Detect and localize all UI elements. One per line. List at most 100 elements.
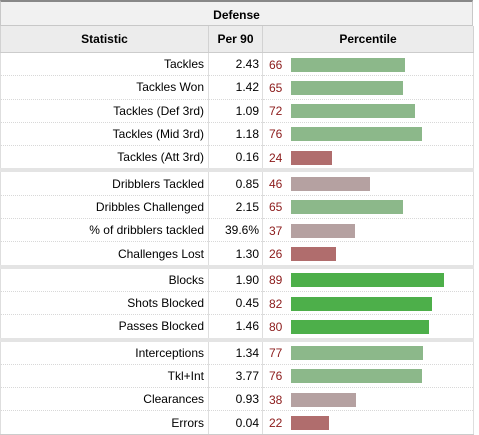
table-row: Dribbles Challenged 2.15 65 [0,195,474,220]
percentile-value: 80 [269,319,283,334]
per90-value: 1.30 [208,241,263,268]
per90-value: 2.15 [208,195,263,220]
header-per90[interactable]: Per 90 [208,26,263,53]
table-row: Tackles Won 1.42 65 [0,75,474,100]
stat-name: % of dribblers tackled [0,218,209,243]
percentile-value: 24 [269,150,283,165]
percentile-bar [291,200,403,215]
per90-value: 0.85 [208,168,263,196]
stat-name: Dribbles Challenged [0,195,209,220]
per90-value: 1.90 [208,264,263,292]
percentile-value: 65 [269,80,283,95]
percentile-value: 82 [269,296,283,311]
table-row: Tkl+Int 3.77 76 [0,364,474,389]
percentile-value: 76 [269,369,283,384]
percentile-value: 77 [269,346,283,361]
percentile-cell: 77 [262,337,474,365]
per90-value: 1.42 [208,75,263,100]
stat-name: Challenges Lost [0,241,209,268]
percentile-bar [291,223,355,238]
per90-value: 0.16 [208,145,263,171]
percentile-cell: 24 [262,145,474,171]
per90-value: 0.04 [208,410,263,435]
percentile-value: 38 [269,392,283,407]
percentile-cell: 38 [262,387,474,412]
percentile-value: 46 [269,177,283,192]
percentile-cell: 89 [262,264,474,292]
percentile-bar [291,80,403,95]
percentile-bar [291,127,422,142]
defense-stats-table: Statistic Per 90 Percentile Tackles 2.43 6… [0,26,474,435]
stat-name: Interceptions [0,337,209,365]
per90-value: 1.18 [208,122,263,147]
stat-name: Tackles (Att 3rd) [0,145,209,171]
percentile-bar [291,273,444,288]
percentile-cell: 37 [262,218,474,243]
percentile-cell: 65 [262,75,474,100]
percentile-bar [291,319,429,334]
stat-name: Tackles (Mid 3rd) [0,122,209,147]
header-percentile[interactable]: Percentile [262,26,474,53]
table-row: Passes Blocked 1.46 80 [0,314,474,341]
percentile-value: 22 [269,416,283,431]
percentile-value: 26 [269,246,283,261]
percentile-bar [291,369,422,384]
percentile-cell: 76 [262,122,474,147]
percentile-bar [291,246,336,261]
table-row: Tackles (Def 3rd) 1.09 72 [0,99,474,123]
stat-name: Tackles [0,52,209,77]
table-row: Dribblers Tackled 0.85 46 [0,168,474,196]
per90-value: 3.77 [208,364,263,389]
per90-value: 0.45 [208,291,263,316]
percentile-bar [291,150,332,165]
percentile-value: 66 [269,57,283,72]
per90-value: 2.43 [208,52,263,77]
table-title: Defense [0,0,473,26]
percentile-cell: 65 [262,195,474,220]
percentile-bar [291,392,356,407]
table-row: Blocks 1.90 89 [0,264,474,292]
percentile-bar [291,177,370,192]
stat-name: Tackles (Def 3rd) [0,99,209,123]
percentile-bar [291,296,432,311]
percentile-bar [291,416,329,431]
percentile-bar [291,104,415,119]
stat-name: Passes Blocked [0,314,209,341]
table-row: Tackles (Att 3rd) 0.16 24 [0,145,474,171]
table-body: Tackles 2.43 66 Tackles Won 1.42 65 Tackles (D… [0,52,474,435]
percentile-cell: 66 [262,52,474,77]
percentile-cell: 22 [262,410,474,435]
percentile-cell: 82 [262,291,474,316]
table-row: Tackles 2.43 66 [0,52,474,77]
table-row: Challenges Lost 1.30 26 [0,241,474,268]
header-row: Statistic Per 90 Percentile [0,26,474,53]
per90-value: 1.34 [208,337,263,365]
table-row: Interceptions 1.34 77 [0,337,474,365]
stat-name: Tackles Won [0,75,209,100]
header-statistic[interactable]: Statistic [0,26,209,53]
percentile-cell: 72 [262,99,474,123]
stat-name: Dribblers Tackled [0,168,209,196]
stat-name: Errors [0,410,209,435]
per90-value: 0.93 [208,387,263,412]
per90-value: 39.6% [208,218,263,243]
table-row: Shots Blocked 0.45 82 [0,291,474,316]
table-row: Errors 0.04 22 [0,410,474,435]
table-row: Tackles (Mid 3rd) 1.18 76 [0,122,474,147]
stat-name: Tkl+Int [0,364,209,389]
percentile-cell: 26 [262,241,474,268]
percentile-cell: 76 [262,364,474,389]
percentile-bar [291,346,423,361]
percentile-cell: 80 [262,314,474,341]
percentile-value: 89 [269,273,283,288]
table-row: Clearances 0.93 38 [0,387,474,412]
table-row: % of dribblers tackled 39.6% 37 [0,218,474,243]
stat-name: Clearances [0,387,209,412]
percentile-bar [291,57,405,72]
percentile-cell: 46 [262,168,474,196]
percentile-value: 37 [269,223,283,238]
stat-name: Shots Blocked [0,291,209,316]
stat-name: Blocks [0,264,209,292]
percentile-value: 65 [269,200,283,215]
